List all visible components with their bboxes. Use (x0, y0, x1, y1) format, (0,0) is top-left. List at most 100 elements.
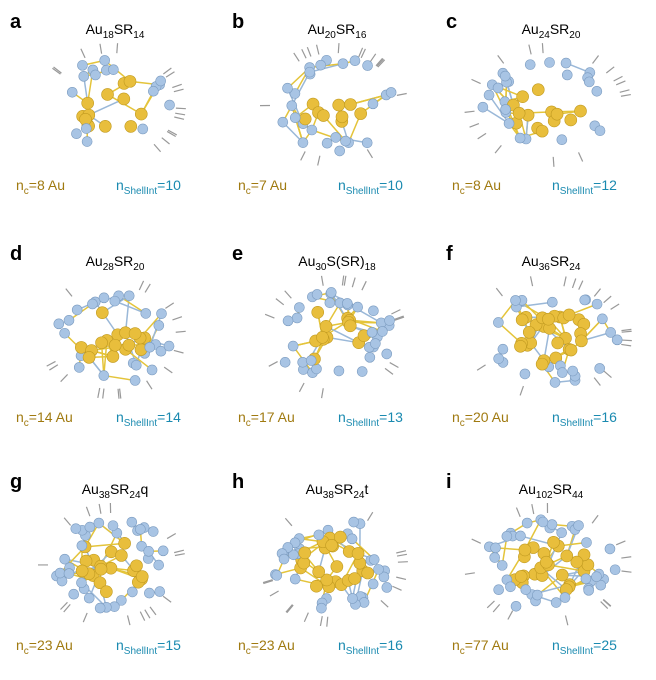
atom (539, 555, 553, 569)
atom (560, 549, 574, 563)
atom (361, 566, 374, 580)
atom (542, 312, 555, 326)
shell-count: nShellInt=10 (338, 177, 403, 197)
atom (354, 107, 367, 120)
atom (155, 75, 166, 87)
ligand (306, 46, 312, 57)
atom (477, 101, 489, 113)
text-part: n (552, 637, 560, 653)
atom (518, 543, 532, 557)
ligand (351, 277, 356, 288)
atom (287, 340, 299, 352)
text-part: =12 (593, 177, 617, 193)
ligand (578, 280, 584, 290)
atom (373, 564, 384, 575)
atom (559, 592, 571, 603)
panel-letter: c (446, 11, 457, 33)
bond (88, 98, 125, 116)
atom (87, 298, 98, 310)
ligand (564, 615, 569, 626)
ligand (341, 275, 345, 286)
formula: Au38SR24t (306, 481, 369, 501)
subscript: 20 (133, 262, 145, 273)
ligand (384, 367, 394, 375)
text-part: =7 Au (251, 177, 287, 193)
ligand (268, 361, 278, 367)
atom (349, 55, 361, 66)
ligand (293, 52, 300, 62)
subscript: 16 (355, 30, 367, 41)
atom (514, 570, 528, 583)
core-count: nc=14 Au (16, 409, 73, 429)
subscript: 38 (99, 490, 111, 501)
subscript: c (246, 418, 251, 429)
atom (493, 353, 504, 364)
ligand (366, 149, 373, 159)
ligand (173, 349, 184, 354)
panel-letter: a (10, 11, 22, 33)
atom (334, 145, 346, 157)
atom (81, 136, 93, 147)
ligand (571, 278, 577, 289)
atom (118, 537, 131, 550)
ligand (174, 553, 185, 557)
text-part: SR (550, 253, 569, 269)
atom (497, 343, 509, 355)
ligand (97, 387, 101, 398)
ligand (153, 143, 162, 153)
ligand (591, 514, 599, 524)
text-part: Au (86, 253, 103, 269)
ligand (464, 572, 475, 575)
ligand (284, 290, 292, 299)
atom (368, 305, 379, 317)
ligand (60, 601, 68, 610)
atom (594, 125, 606, 137)
atom (579, 294, 591, 306)
bond (114, 300, 147, 315)
panel-letter: i (446, 471, 452, 493)
ligand (600, 601, 609, 609)
ligand (163, 366, 173, 374)
atom (129, 375, 141, 386)
ligand (166, 532, 177, 540)
subscript: c (24, 646, 29, 657)
atom (316, 330, 329, 344)
atom (547, 296, 558, 308)
panel-letter: f (446, 243, 453, 265)
ligand (119, 388, 122, 399)
atom (143, 546, 154, 557)
ligand (343, 275, 347, 286)
formula: Au24SR20 (522, 21, 581, 41)
subscript: ShellInt (346, 418, 380, 429)
ligand (519, 385, 525, 396)
atom (81, 96, 94, 110)
formula: Au18SR14 (86, 21, 145, 41)
ligand (174, 116, 185, 120)
atom (75, 564, 89, 578)
atom (123, 75, 137, 88)
bond (516, 301, 553, 308)
atom (501, 530, 513, 542)
atom (163, 340, 175, 352)
atom (510, 601, 522, 612)
ligand (605, 66, 615, 74)
text-part: n (452, 637, 460, 653)
subscript: 24 (539, 30, 551, 41)
text-part: =10 (379, 177, 403, 193)
atom (279, 357, 291, 368)
atom (311, 289, 323, 300)
subscript: 20 (325, 30, 337, 41)
atom (298, 546, 312, 560)
subscript: ShellInt (124, 646, 158, 657)
atom (515, 313, 529, 327)
atom (321, 137, 333, 149)
atom (306, 124, 318, 136)
atom (556, 367, 568, 378)
ligand (175, 112, 186, 116)
atom (291, 312, 303, 324)
atom (594, 363, 606, 374)
atom (356, 366, 368, 377)
